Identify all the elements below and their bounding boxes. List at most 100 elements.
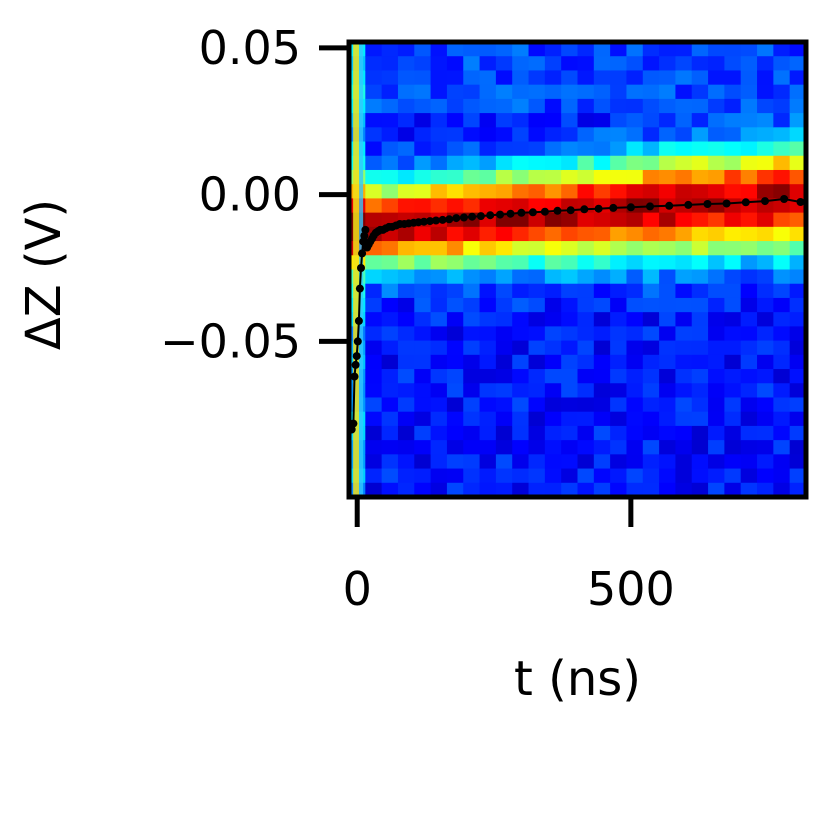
heatmap-cell (642, 269, 660, 285)
heatmap-cell (381, 184, 399, 200)
heatmap-cell (381, 169, 399, 185)
heatmap-cell (593, 212, 611, 228)
heatmap-cell (446, 383, 464, 399)
heatmap-cell (512, 411, 530, 427)
heatmap-cell (463, 56, 481, 72)
heatmap-cell (544, 70, 562, 86)
heatmap-cell (757, 326, 774, 342)
heatmap-cell (397, 241, 415, 256)
heatmap-cell (397, 482, 415, 498)
heatmap-cell (773, 297, 791, 313)
heatmap-cell (593, 255, 611, 271)
heatmap-cell (414, 169, 432, 185)
heatmap-cell (789, 468, 807, 484)
heatmap-cell (659, 70, 677, 86)
data-point (594, 204, 603, 213)
heatmap-cell (397, 340, 415, 356)
heatmap-cell (528, 312, 546, 327)
heatmap-cell (708, 255, 725, 271)
heatmap-cell (381, 269, 399, 285)
heatmap-cell (626, 369, 644, 384)
heatmap-cell (773, 340, 791, 356)
data-point (796, 198, 805, 206)
heatmap-cell (446, 113, 464, 128)
heatmap-cell (430, 397, 448, 413)
heatmap-cell (740, 212, 758, 228)
heatmap-cell (626, 98, 644, 114)
heatmap-cell (577, 84, 595, 100)
heatmap-cell (528, 369, 546, 384)
heatmap-cell (528, 70, 546, 86)
heatmap-cell (626, 383, 644, 399)
heatmap-cell (642, 155, 660, 171)
heatmap-cell (708, 468, 725, 484)
heatmap-cell (512, 98, 530, 114)
heatmap-cell (381, 369, 399, 384)
heatmap-cell (512, 212, 530, 228)
heatmap-cell (495, 383, 513, 399)
heatmap-cell (610, 354, 628, 370)
heatmap-cell (463, 155, 481, 171)
heatmap-cell (610, 411, 628, 427)
heatmap-cell (479, 84, 497, 100)
heatmap-cell (773, 454, 791, 470)
heatmap-cell (381, 383, 399, 399)
heatmap-cell (561, 184, 579, 200)
heatmap-cell (708, 411, 725, 427)
heatmap-cell (463, 468, 481, 484)
heatmap-cell (414, 454, 432, 470)
heatmap-cell (544, 454, 562, 470)
heatmap-cell (528, 184, 546, 200)
heatmap-cell (463, 255, 481, 271)
heatmap-cell (691, 56, 709, 72)
heatmap-cell (561, 425, 579, 441)
heatmap-cell (642, 184, 660, 200)
heatmap-cell (675, 454, 693, 470)
heatmap-cell (495, 283, 513, 299)
heatmap-cell (365, 454, 383, 470)
heatmap-cell (414, 326, 432, 342)
heatmap-cell (381, 241, 399, 256)
heatmap-cell (691, 84, 709, 100)
heatmap-cell (512, 184, 530, 200)
heatmap-cell (740, 454, 758, 470)
heatmap-cell (610, 98, 628, 114)
heatmap-cell (397, 255, 415, 271)
heatmap-cell (757, 383, 774, 399)
heatmap-cell (463, 226, 481, 242)
heatmap-cell (724, 397, 742, 413)
heatmap-cell (773, 155, 791, 171)
heatmap-cell (610, 440, 628, 455)
heatmap-cell (642, 42, 660, 57)
heatmap-cell (479, 397, 497, 413)
heatmap-cell (414, 84, 432, 100)
heatmap-cell (561, 326, 579, 342)
heatmap-cell (708, 84, 725, 100)
heatmap-cell (577, 113, 595, 128)
heatmap-cell (593, 326, 611, 342)
heatmap-cell (773, 269, 791, 285)
heatmap-cell (446, 42, 464, 57)
heatmap-cell (789, 369, 807, 384)
heatmap-cell (675, 184, 693, 200)
data-point (445, 215, 454, 224)
heatmap-cell (577, 141, 595, 157)
heatmap-cell (544, 440, 562, 455)
heatmap-cell (577, 411, 595, 427)
heatmap-cell (479, 98, 497, 114)
heatmap-cell (528, 383, 546, 399)
heatmap-cell (757, 241, 774, 256)
heatmap-cell (740, 155, 758, 171)
heatmap-cell (463, 340, 481, 356)
heatmap-cell (757, 226, 774, 242)
heatmap-cell (430, 425, 448, 441)
heatmap-cell (561, 113, 579, 128)
heatmap-cell (381, 326, 399, 342)
heatmap-cell (691, 255, 709, 271)
heatmap-cell (659, 127, 677, 143)
heatmap-cell (659, 354, 677, 370)
heatmap-cell (381, 468, 399, 484)
heatmap-cell (757, 411, 774, 427)
heatmap-cell (479, 369, 497, 384)
data-point (476, 212, 485, 221)
